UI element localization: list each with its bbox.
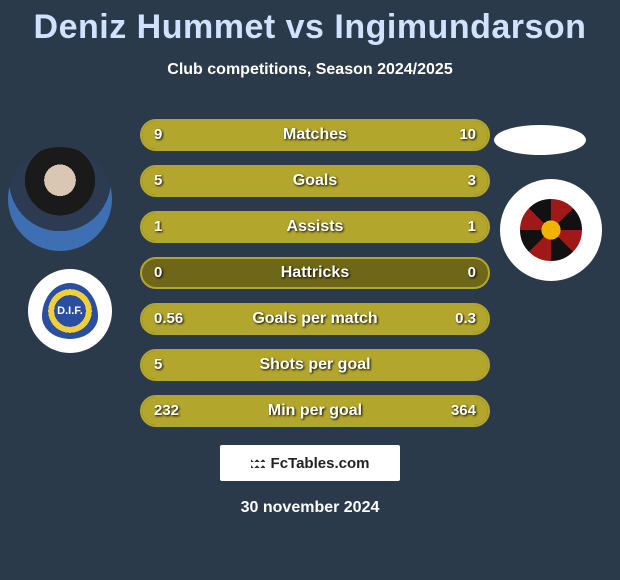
date-label: 30 november 2024 — [0, 499, 620, 517]
player-right-avatar — [494, 125, 586, 155]
stat-label: Goals — [142, 167, 488, 195]
page-title: Deniz Hummet vs Ingimundarson — [0, 0, 620, 47]
chart-icon — [251, 456, 265, 470]
stat-label: Hattricks — [142, 259, 488, 287]
stat-label: Min per goal — [142, 397, 488, 425]
brand-text: FcTables.com — [271, 455, 370, 472]
player-right-club-badge — [500, 179, 602, 281]
stat-row: 232364Min per goal — [140, 395, 490, 427]
stat-row: 53Goals — [140, 165, 490, 197]
club-left-initials: D.I.F. — [57, 305, 83, 317]
player-left-club-badge: D.I.F. — [28, 269, 112, 353]
crest-icon — [516, 195, 586, 265]
stat-row: 910Matches — [140, 119, 490, 151]
stat-label: Matches — [142, 121, 488, 149]
stat-label: Assists — [142, 213, 488, 241]
brand-logo: FcTables.com — [220, 445, 400, 481]
shield-icon: D.I.F. — [42, 283, 98, 339]
player-left-avatar — [8, 147, 112, 251]
stat-bars: 910Matches 53Goals 11Assists 00Hattricks 0.5… — [140, 119, 490, 441]
stat-row: 0.560.3Goals per match — [140, 303, 490, 335]
comparison-content: D.I.F. 910Matches 53Goals 11Assists 00Hattr… — [0, 99, 620, 429]
stat-row: 11Assists — [140, 211, 490, 243]
stat-row: 5Shots per goal — [140, 349, 490, 381]
stat-label: Shots per goal — [142, 351, 488, 379]
stat-label: Goals per match — [142, 305, 488, 333]
stat-row: 00Hattricks — [140, 257, 490, 289]
subtitle: Club competitions, Season 2024/2025 — [0, 61, 620, 79]
